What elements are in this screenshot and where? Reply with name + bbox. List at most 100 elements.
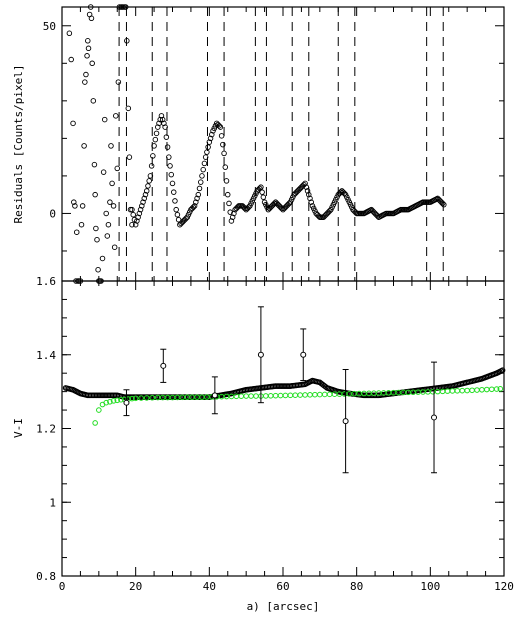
green-profile-point: [474, 387, 480, 393]
x-tick-label: 120: [494, 580, 514, 593]
green-profile-point: [326, 391, 333, 398]
residual-point: [93, 225, 99, 232]
x-tick-label: 80: [350, 580, 363, 593]
residual-profile-point: [158, 113, 165, 119]
x-axis-label: a) [arcsec]: [247, 600, 320, 613]
green-profile-point: [263, 393, 269, 399]
residual-profile-point: [308, 199, 314, 205]
residual-point: [70, 120, 76, 127]
residual-point: [68, 56, 74, 63]
residual-profile-point: [326, 208, 333, 214]
residual-point: [124, 38, 130, 44]
residual-point: [71, 199, 77, 205]
residuals-panel: 0 50 Residuals [Counts/pixel]: [12, 4, 505, 284]
color-plot-frame: [61, 280, 505, 577]
residual-profile-point: [140, 199, 146, 205]
residual-profile-point: [167, 163, 173, 169]
residual-profile-point: [206, 139, 213, 145]
residual-profile-point: [217, 124, 224, 130]
residual-profile-point: [202, 154, 209, 160]
residual-profile-point: [226, 200, 232, 207]
residual-point: [104, 233, 111, 239]
residual-point: [91, 161, 98, 168]
residual-profile-point: [205, 144, 211, 150]
green-profile-point: [292, 392, 299, 398]
residual-profile-point: [242, 205, 248, 212]
green-profile-point: [243, 393, 249, 399]
green-profile-point: [143, 395, 150, 401]
residual-profile-point: [286, 200, 292, 207]
green-profile-point: [464, 387, 470, 394]
green-profile-point: [454, 387, 461, 394]
residual-profile-point: [193, 199, 199, 205]
residual-point: [92, 191, 98, 198]
residual-profile-point: [151, 143, 157, 149]
residual-point: [72, 203, 78, 209]
residual-point: [89, 60, 95, 67]
residual-profile-point: [218, 133, 225, 139]
residual-profile-point: [439, 200, 446, 207]
green-profile-point: [92, 420, 98, 426]
residual-profile-point: [228, 218, 235, 224]
green-profile-point: [484, 386, 490, 393]
green-profile-point: [444, 388, 451, 394]
errorbar-point: [342, 418, 349, 425]
residual-profile-point: [231, 210, 237, 217]
residual-point: [73, 229, 80, 235]
residual-point: [85, 45, 92, 52]
residual-profile-point: [141, 195, 148, 202]
residual-profile-point: [143, 188, 150, 194]
residual-profile-point: [229, 214, 236, 220]
color-y-tick-label: 1.6: [36, 275, 56, 288]
green-profile-point: [132, 395, 139, 402]
residual-profile-point: [169, 180, 176, 187]
residuals-plot-frame: [61, 6, 505, 282]
color-y-tick-label: 0.8: [36, 570, 56, 583]
residual-profile-point: [271, 200, 278, 207]
residual-profile-point: [173, 206, 179, 213]
residual-point: [101, 116, 108, 123]
residual-point: [114, 165, 120, 172]
residual-profile-point: [256, 185, 263, 192]
residual-profile-point: [245, 204, 252, 210]
residual-point: [99, 255, 106, 262]
residual-profile-point: [222, 164, 229, 170]
green-profile-point: [312, 391, 318, 398]
residual-point: [66, 30, 73, 37]
residual-point: [126, 154, 133, 160]
residual-profile-point: [204, 149, 210, 155]
green-profile-point: [297, 392, 303, 398]
x-tick-label: 0: [59, 580, 66, 593]
green-profile-point: [302, 392, 308, 398]
color-profile-point: [499, 367, 506, 374]
green-profile-point: [129, 395, 135, 402]
residual-profile-point: [162, 124, 168, 130]
residual-profile-point: [150, 153, 156, 159]
residual-point: [88, 15, 95, 22]
green-profile-point: [469, 387, 475, 394]
residual-profile-point: [152, 136, 159, 143]
green-profile-point: [317, 391, 323, 398]
residual-point: [122, 4, 129, 10]
residual-profile-point: [207, 135, 214, 142]
residual-point: [87, 4, 94, 10]
residual-point: [82, 79, 88, 85]
residual-profile-point: [164, 144, 171, 150]
green-profile-point: [96, 407, 102, 413]
green-profile-point: [110, 398, 117, 404]
residual-profile-point: [153, 130, 160, 137]
residual-point: [103, 210, 109, 217]
green-profile-point: [497, 386, 504, 392]
residual-profile-point: [337, 189, 344, 195]
green-profile-point: [449, 388, 456, 394]
residual-profile-point: [172, 198, 178, 204]
residual-profile-point: [191, 203, 198, 209]
residual-profile-point: [227, 209, 233, 215]
residual-point: [100, 169, 107, 175]
green-profile-point: [103, 399, 109, 406]
residual-profile-point: [306, 191, 312, 198]
residual-profile-point: [221, 150, 227, 157]
residual-profile-point: [130, 211, 136, 218]
color-y-axis-label: V-I: [12, 418, 25, 438]
